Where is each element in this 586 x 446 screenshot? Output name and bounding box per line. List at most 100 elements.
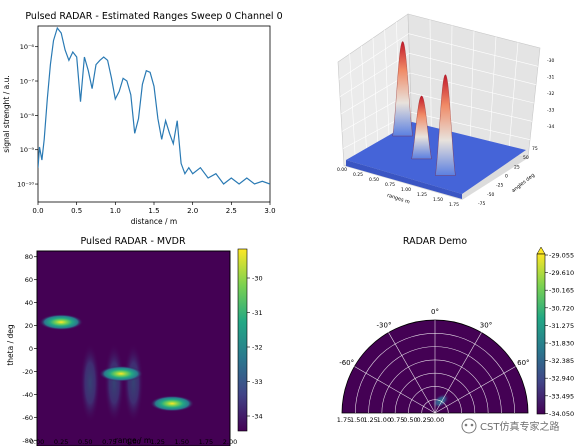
surface-range-tick: 0.50 <box>369 177 379 183</box>
surface-level-tick: -33 <box>547 108 554 114</box>
surface-range-tick: 0.00 <box>337 167 347 173</box>
mvdr-colorbar-tick: -33 <box>252 378 263 386</box>
mvdr-y-tick: 40 <box>25 299 33 307</box>
polar-colorbar-tick: -31.830 <box>549 340 574 348</box>
range-profile-y-tick: 10⁻⁷ <box>20 78 35 86</box>
surface-angle-tick: 0 <box>505 174 508 180</box>
surface-xlabel: ranges m <box>386 193 410 206</box>
mvdr-y-tick: -40 <box>22 391 33 399</box>
surface-base <box>346 122 526 194</box>
mvdr-x-ticks: 0.00 0.25 0.50 0.75 1.00 1.25 1.50 1.75 2.00 <box>30 438 237 446</box>
surface-level-tick: -30 <box>547 58 554 64</box>
range-profile-x-tick: 3.0 <box>264 207 275 215</box>
mvdr-y-tick: -80 <box>22 437 33 445</box>
surface-level-tick: -34 <box>547 124 554 130</box>
mvdr-panel: Pulsed RADAR - MVDR 0.00 0.25 0.50 0.75 1.00… <box>6 236 263 446</box>
polar-radial-tick: 0.00 <box>430 416 444 424</box>
range-profile-line <box>38 26 270 185</box>
polar-radial-tick: 1.25 <box>363 416 377 424</box>
polar-title: RADAR Demo <box>403 236 467 247</box>
range-profile-panel: Pulsed RADAR - Estimated Ranges Sweep 0 … <box>2 11 283 226</box>
range-profile-y-ticks: 10⁻¹⁰ 10⁻⁹ 10⁻⁸ 10⁻⁷ 10⁻⁶ <box>17 43 38 189</box>
range-profile-ylabel: signal strenght / a.u. <box>2 75 11 153</box>
polar-colorbar-tick: -30.720 <box>549 304 574 312</box>
range-profile-y-tick: 10⁻⁸ <box>20 112 35 120</box>
mvdr-blob <box>98 365 143 382</box>
polar-grid <box>354 320 516 414</box>
polar-angle-ticks: -60° -30° 0° 30° 60° <box>339 308 529 367</box>
polar-colorbar-tick: -31.275 <box>549 322 574 330</box>
surface-angle-tick: -25 <box>496 183 503 189</box>
watermark: CST仿真专家之路 <box>461 418 559 434</box>
surface-angle-tick: -50 <box>487 192 494 198</box>
mvdr-sidelobe <box>123 342 144 423</box>
mvdr-x-tick: 1.75 <box>199 438 213 446</box>
polar-angle-tick: 60° <box>517 359 529 367</box>
mvdr-blobs <box>39 314 195 423</box>
surface-ylabel: angles deg <box>511 172 536 194</box>
range-profile-y-tick: 10⁻⁶ <box>20 43 35 51</box>
mvdr-y-tick: 80 <box>25 253 33 261</box>
range-profile-y-tick: 10⁻⁹ <box>20 146 35 154</box>
polar-colorbar-ticks: -29.055 -29.610 -30.165 -30.720 -31.275 -31.8… <box>545 252 574 418</box>
mvdr-colorbar-tick: -34 <box>252 413 263 421</box>
surface-peak <box>435 74 456 176</box>
surface-pane-grid <box>338 19 539 161</box>
range-profile-x-tick: 0.5 <box>71 207 82 215</box>
mvdr-xlabel: range / m <box>115 436 151 445</box>
polar-colorbar-tick: -29.055 <box>549 252 574 260</box>
mvdr-y-tick: -60 <box>22 414 33 422</box>
mvdr-blob <box>150 395 195 412</box>
surface-level-tick: -32 <box>547 91 554 97</box>
mvdr-colorbar-tick: -31 <box>252 309 263 317</box>
polar-angle-tick: -30° <box>377 322 392 330</box>
polar-angle-tick: 0° <box>431 308 439 316</box>
mvdr-blob <box>39 314 84 331</box>
polar-colorbar-tick: -29.610 <box>549 269 574 277</box>
mvdr-colorbar-tick: -32 <box>252 344 263 352</box>
polar-colorbar-tick: -34.050 <box>549 410 574 418</box>
surface-angle-tick: 50 <box>523 155 529 161</box>
mvdr-x-tick: 0.75 <box>102 438 116 446</box>
surface-peaks <box>392 41 456 176</box>
surface-peak <box>392 41 413 137</box>
watermark-text: CST仿真专家之路 <box>480 420 559 433</box>
mvdr-colorbar-tick: -30 <box>252 275 263 283</box>
surface-level-tick: -31 <box>547 75 554 81</box>
mvdr-x-tick: 0.50 <box>78 438 92 446</box>
surface-range-tick: 1.75 <box>449 202 459 208</box>
surface-panel: 0.000.250.500.751.001.251.501.75 -75-50-… <box>337 13 554 208</box>
polar-angle-tick: -60° <box>339 359 354 367</box>
range-profile-y-tick: 10⁻¹⁰ <box>17 181 34 189</box>
polar-colorbar <box>536 253 546 415</box>
polar-radial-tick: 0.50 <box>403 416 417 424</box>
polar-colorbar-tick: -32.385 <box>549 357 574 365</box>
polar-radial-tick: 1.00 <box>377 416 391 424</box>
range-profile-x-tick: 0.0 <box>32 207 43 215</box>
mvdr-x-tick: 1.00 <box>126 438 140 446</box>
range-profile-x-tick: 2.0 <box>187 207 198 215</box>
polar-radial-ticks: 1.751.501.251.000.750.500.250.00 <box>337 416 444 424</box>
surface-range-tick: 1.25 <box>417 192 427 198</box>
mvdr-title: Pulsed RADAR - MVDR <box>80 236 186 247</box>
mvdr-sidelobe <box>80 342 101 423</box>
surface-angle-tick: 75 <box>532 146 538 152</box>
mvdr-colorbar-ticks: -30 -31 -32 -33 -34 <box>247 275 263 421</box>
surface-base-edge <box>346 160 462 199</box>
polar-colorbar-tick: -33.495 <box>549 392 574 400</box>
mvdr-colorbar <box>237 248 248 432</box>
polar-radial-tick: 0.25 <box>416 416 430 424</box>
surface-range-tick: 1.50 <box>433 197 443 203</box>
range-profile-title: Pulsed RADAR - Estimated Ranges Sweep 0 … <box>25 11 282 22</box>
surface-range-ticks: 0.00 0.25 0.50 0.75 1.00 1.25 1.50 1.75 <box>337 167 459 208</box>
mvdr-x-tick: 0.00 <box>30 438 44 446</box>
range-profile-axes <box>37 25 271 203</box>
polar-colorbar-tick: -30.165 <box>549 287 574 295</box>
surface-range-tick: 0.25 <box>353 172 363 178</box>
mvdr-x-tick: 1.25 <box>150 438 164 446</box>
surface-range-tick: 0.75 <box>385 182 395 188</box>
surface-range-tick: 1.00 <box>401 187 411 193</box>
range-profile-x-tick: 1.0 <box>110 207 121 215</box>
range-profile-x-ticks: 0.0 0.5 1.0 1.5 2.0 2.5 3.0 <box>32 202 276 215</box>
